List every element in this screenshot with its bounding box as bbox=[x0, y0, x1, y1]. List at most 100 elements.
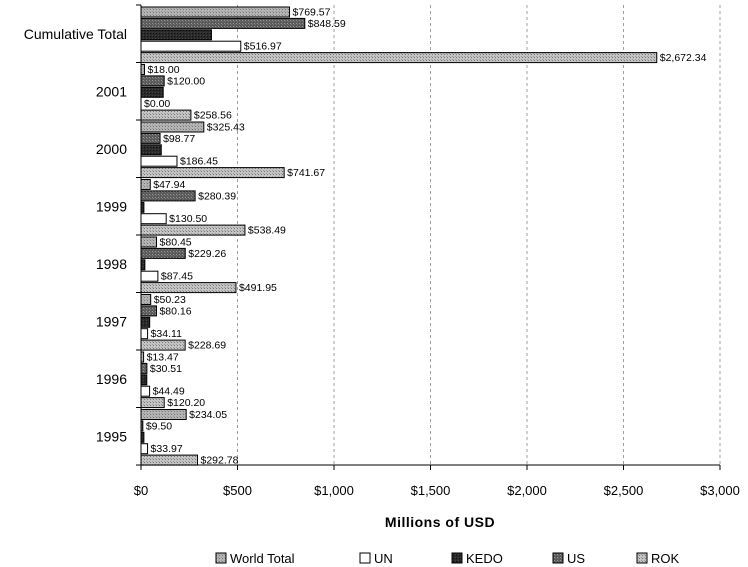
x-axis-title: Millions of USD bbox=[385, 514, 495, 530]
data-label: $120.20 bbox=[167, 397, 205, 409]
data-label: $34.11 bbox=[151, 328, 182, 340]
bar-world-total bbox=[140, 294, 152, 305]
data-label: $98.77 bbox=[163, 133, 195, 145]
legend: World Total UN KEDO US ROK bbox=[215, 551, 680, 566]
legend-label: UN bbox=[374, 551, 393, 566]
legend-swatch bbox=[636, 552, 648, 564]
x-tick-label: $0 bbox=[134, 483, 148, 498]
category-label: 2000 bbox=[96, 141, 127, 157]
x-tick-label: $3,000 bbox=[700, 483, 740, 498]
bar-un bbox=[140, 155, 178, 167]
legend-label: World Total bbox=[230, 551, 295, 566]
x-tick-label: $2,500 bbox=[604, 483, 644, 498]
legend-swatch bbox=[552, 552, 564, 564]
data-label: $848.59 bbox=[308, 18, 346, 30]
bar-us bbox=[140, 132, 161, 144]
bar-kedo bbox=[140, 316, 151, 328]
x-tick-label: $2,000 bbox=[507, 483, 547, 498]
category-label: 1996 bbox=[96, 371, 127, 387]
bar-us bbox=[140, 17, 306, 29]
data-label: $234.05 bbox=[189, 409, 227, 421]
bar-un bbox=[140, 443, 149, 455]
data-label: $80.45 bbox=[160, 237, 192, 249]
data-label: $280.39 bbox=[198, 190, 236, 202]
x-tick-labels: $0 $500 $1,000 $1,500 $2,000 $2,500 $3,000 bbox=[134, 483, 740, 498]
bar-un bbox=[140, 270, 159, 282]
category-label: 1997 bbox=[96, 313, 127, 329]
bar-rok bbox=[140, 224, 246, 236]
data-label: $50.23 bbox=[154, 294, 186, 306]
data-label: $87.45 bbox=[161, 271, 193, 283]
data-label: $538.49 bbox=[248, 225, 286, 237]
bar-un bbox=[140, 213, 167, 225]
bar-world-total bbox=[140, 6, 291, 18]
legend-label: US bbox=[567, 551, 585, 566]
data-label: $80.16 bbox=[159, 305, 191, 317]
bar-rok bbox=[140, 109, 192, 121]
data-label: $120.00 bbox=[167, 75, 205, 87]
legend-swatch bbox=[359, 552, 371, 564]
bar-us bbox=[140, 247, 186, 259]
bar-us bbox=[140, 305, 157, 317]
data-label: $30.51 bbox=[150, 363, 182, 375]
bars bbox=[140, 6, 658, 466]
data-label: $44.49 bbox=[153, 386, 185, 398]
bar-kedo bbox=[140, 374, 148, 386]
bar-kedo bbox=[140, 144, 162, 156]
axes bbox=[136, 4, 721, 470]
bar-kedo bbox=[140, 29, 212, 41]
bar-world-total bbox=[140, 236, 158, 248]
data-label: $18.00 bbox=[147, 64, 179, 76]
data-label: $228.69 bbox=[188, 340, 226, 352]
data-label: $130.50 bbox=[169, 213, 207, 225]
data-label: $13.47 bbox=[147, 352, 179, 364]
data-label: $229.26 bbox=[188, 248, 226, 260]
bar-us bbox=[140, 190, 196, 202]
bar-us bbox=[140, 75, 165, 87]
legend-label: KEDO bbox=[466, 551, 503, 566]
legend-label: ROK bbox=[651, 551, 680, 566]
gridlines bbox=[237, 5, 721, 465]
category-label: Cumulative Total bbox=[24, 26, 127, 42]
bar-kedo bbox=[140, 86, 164, 98]
category-label: 1999 bbox=[96, 198, 127, 214]
bar-rok bbox=[140, 167, 285, 179]
data-label: $9.50 bbox=[146, 420, 172, 432]
bar-us bbox=[140, 362, 148, 374]
bar-rok bbox=[140, 52, 658, 64]
legend-swatch bbox=[451, 552, 463, 564]
bar-un bbox=[140, 385, 151, 397]
bar-world-total bbox=[140, 64, 145, 75]
data-label: $186.45 bbox=[180, 156, 218, 168]
data-label: $258.56 bbox=[194, 110, 232, 122]
data-label: $769.57 bbox=[293, 7, 331, 19]
category-labels: Cumulative Total 2001 2000 1999 1998 1997 1996… bbox=[24, 26, 127, 445]
bar-kedo bbox=[140, 259, 146, 271]
x-tick-label: $500 bbox=[223, 483, 252, 498]
bar-rok bbox=[140, 397, 165, 409]
category-label: 2001 bbox=[96, 83, 127, 99]
data-label: $292.78 bbox=[201, 455, 239, 467]
bar-world-total bbox=[140, 121, 205, 133]
bar-un bbox=[140, 40, 242, 52]
bar-rok bbox=[140, 339, 186, 351]
bar-rok bbox=[140, 282, 237, 294]
bar-un bbox=[140, 328, 149, 340]
data-label: $491.95 bbox=[239, 282, 277, 294]
data-label: $516.97 bbox=[244, 41, 282, 53]
data-label: $325.43 bbox=[207, 122, 245, 134]
data-label: $47.94 bbox=[153, 179, 185, 191]
data-label: $741.67 bbox=[287, 167, 325, 179]
category-label: 1995 bbox=[96, 428, 127, 444]
legend-swatch bbox=[215, 552, 227, 564]
bar-world-total bbox=[140, 409, 187, 420]
data-label: $33.97 bbox=[151, 443, 183, 455]
data-label: $2,672.34 bbox=[660, 52, 707, 64]
bar-rok bbox=[140, 454, 199, 466]
category-label: 1998 bbox=[96, 256, 127, 272]
data-labels: $769.57$848.59$516.97$2,672.34$18.00$120… bbox=[144, 7, 707, 467]
x-tick-label: $1,000 bbox=[314, 483, 354, 498]
bar-world-total bbox=[140, 179, 151, 190]
data-label: $0.00 bbox=[144, 98, 170, 110]
